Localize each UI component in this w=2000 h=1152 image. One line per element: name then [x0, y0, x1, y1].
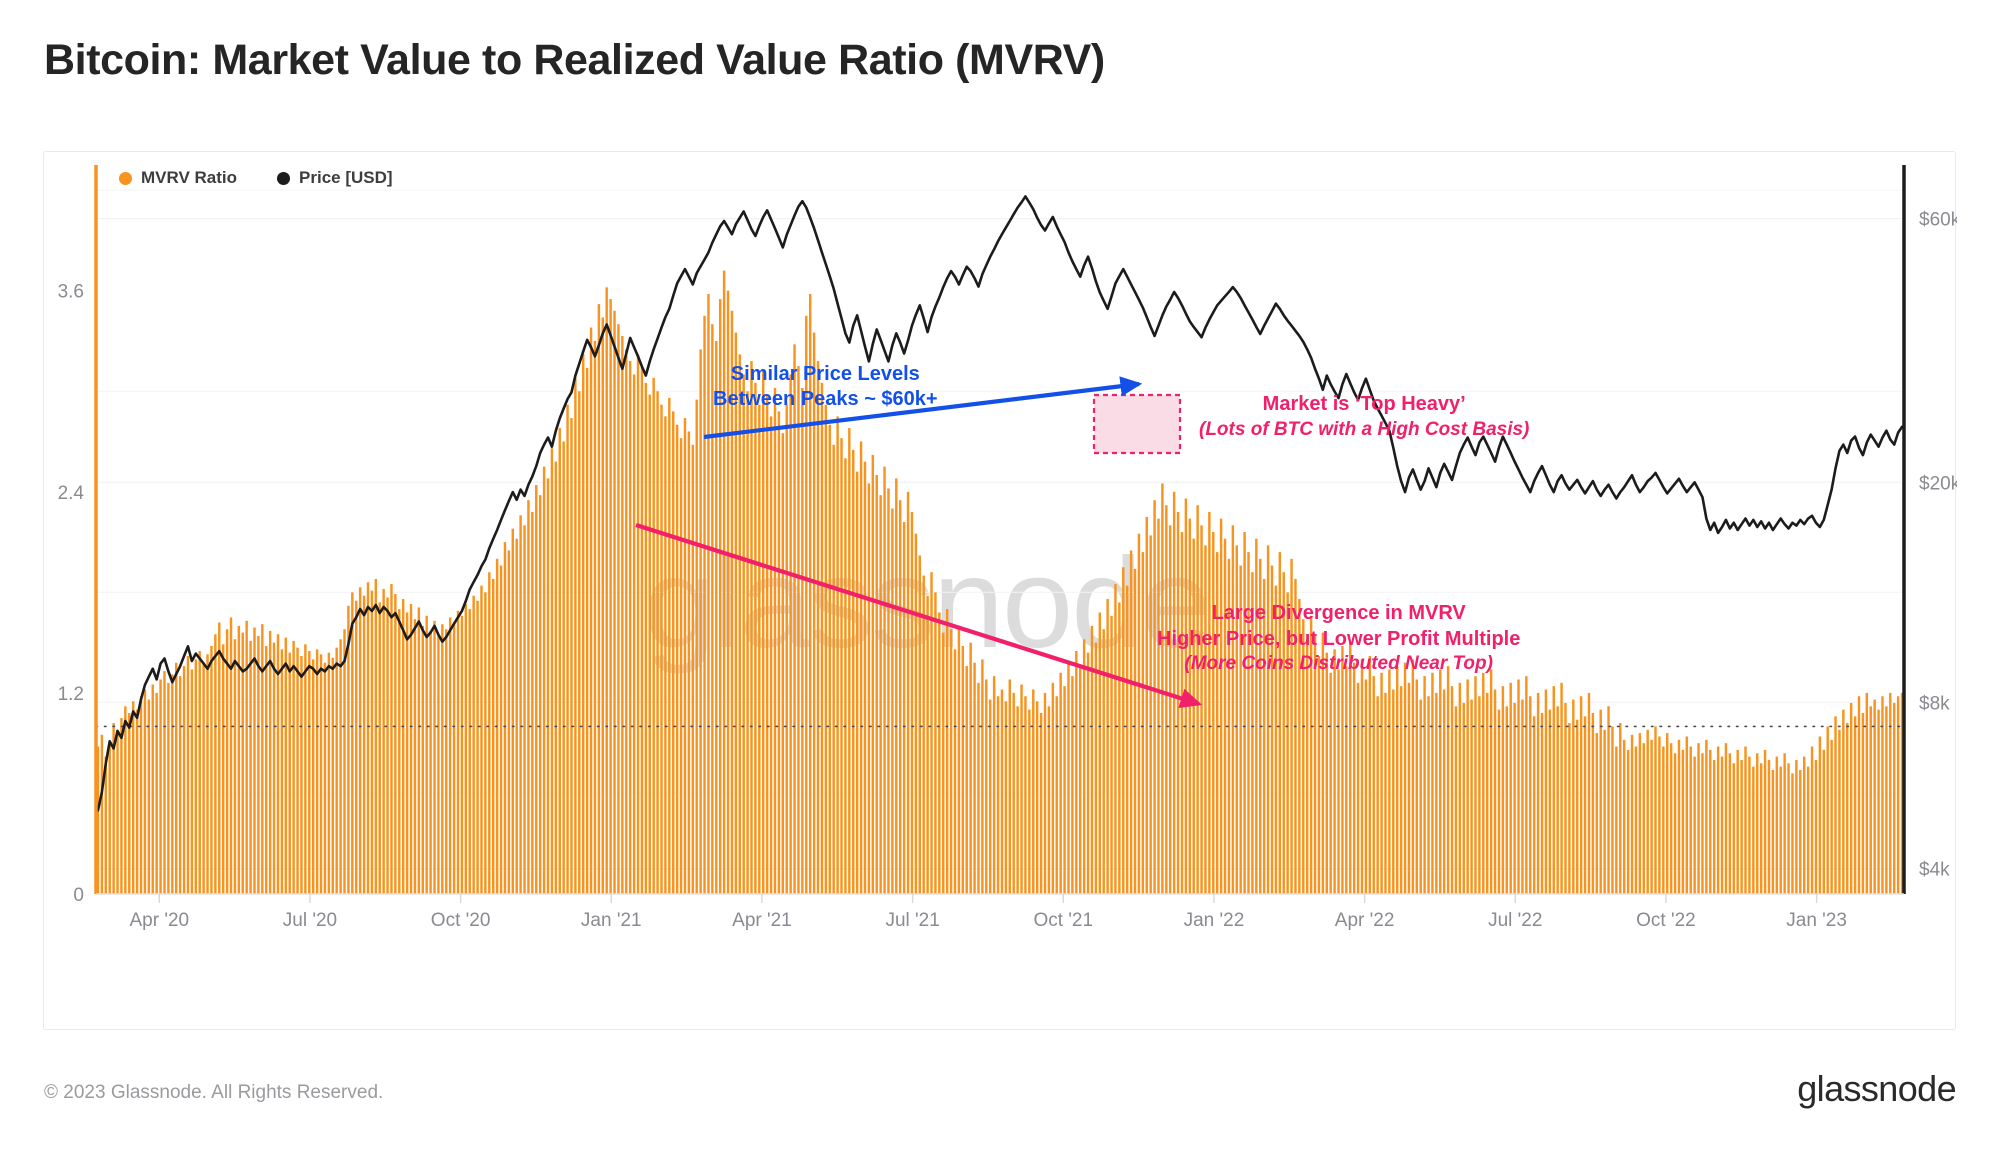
legend-item-price[interactable]: Price [USD] — [277, 168, 393, 188]
x-axis-ticks-group: Apr '20 Jul '20 Oct '20 Jan '21 Apr '21 Jul '… — [129, 894, 1847, 931]
y-axis-right-ticks-group: $4k $8k $20k $60k — [1919, 210, 1957, 881]
x-axis-tick: Jan '21 — [581, 910, 642, 931]
legend-item-mvrv[interactable]: MVRV Ratio — [119, 168, 237, 188]
axes-group — [94, 165, 1906, 895]
y-axis-right-tick: $60k — [1919, 210, 1957, 231]
x-axis-tick: Jul '21 — [885, 910, 939, 931]
mvrv-bars-group — [96, 270, 1904, 895]
x-axis-tick: Jul '22 — [1488, 910, 1542, 931]
x-axis-tick: Apr '20 — [129, 910, 189, 931]
gridlines-group — [96, 189, 1904, 870]
footer-copyright: © 2023 Glassnode. All Rights Reserved. — [44, 1082, 384, 1103]
price-line-group — [96, 195, 1904, 812]
legend-label-price: Price [USD] — [299, 168, 393, 187]
chart-legend: MVRV Ratio Price [USD] — [119, 168, 393, 188]
x-axis-tick: Oct '20 — [431, 910, 491, 931]
x-axis-tick: Apr '21 — [732, 910, 792, 931]
y-axis-right-tick: $20k — [1919, 473, 1957, 494]
x-axis-tick: Oct '22 — [1636, 910, 1696, 931]
x-axis-tick: Jul '20 — [283, 910, 337, 931]
mvrv-series-dot-icon — [119, 171, 132, 185]
chart-plot-area: Apr '20 Jul '20 Oct '20 Jan '21 Apr '21 Jul '… — [58, 165, 1957, 931]
x-axis-tick: Oct '21 — [1033, 910, 1093, 931]
page-title: Bitcoin: Market Value to Realized Value … — [44, 36, 1105, 84]
legend-label-mvrv: MVRV Ratio — [141, 168, 238, 187]
y-axis-right-tick: $4k — [1919, 860, 1950, 881]
annotations-overlay-group — [635, 376, 1203, 708]
y-axis-left-tick: 1.2 — [58, 684, 84, 705]
y-axis-left-tick: 0 — [73, 885, 84, 906]
y-axis-right-tick: $8k — [1919, 693, 1950, 714]
x-axis-tick: Jan '23 — [1786, 910, 1847, 931]
y-axis-left-tick: 3.6 — [58, 282, 84, 303]
y-axis-left-ticks-group: 0 1.2 2.4 3.6 — [58, 282, 85, 906]
footer-glassnode-logo: glassnode — [1797, 1068, 1956, 1109]
x-axis-tick: Jan '22 — [1184, 910, 1245, 931]
y-axis-left-tick: 2.4 — [58, 483, 85, 504]
price-series-dot-icon — [277, 171, 291, 185]
x-axis-tick: Apr '22 — [1335, 910, 1395, 931]
chart-card: MVRV Ratio Price [USD] glassnode Apr '20… — [43, 151, 1957, 1030]
